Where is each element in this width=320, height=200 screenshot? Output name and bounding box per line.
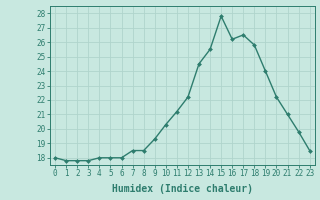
X-axis label: Humidex (Indice chaleur): Humidex (Indice chaleur): [112, 184, 253, 194]
